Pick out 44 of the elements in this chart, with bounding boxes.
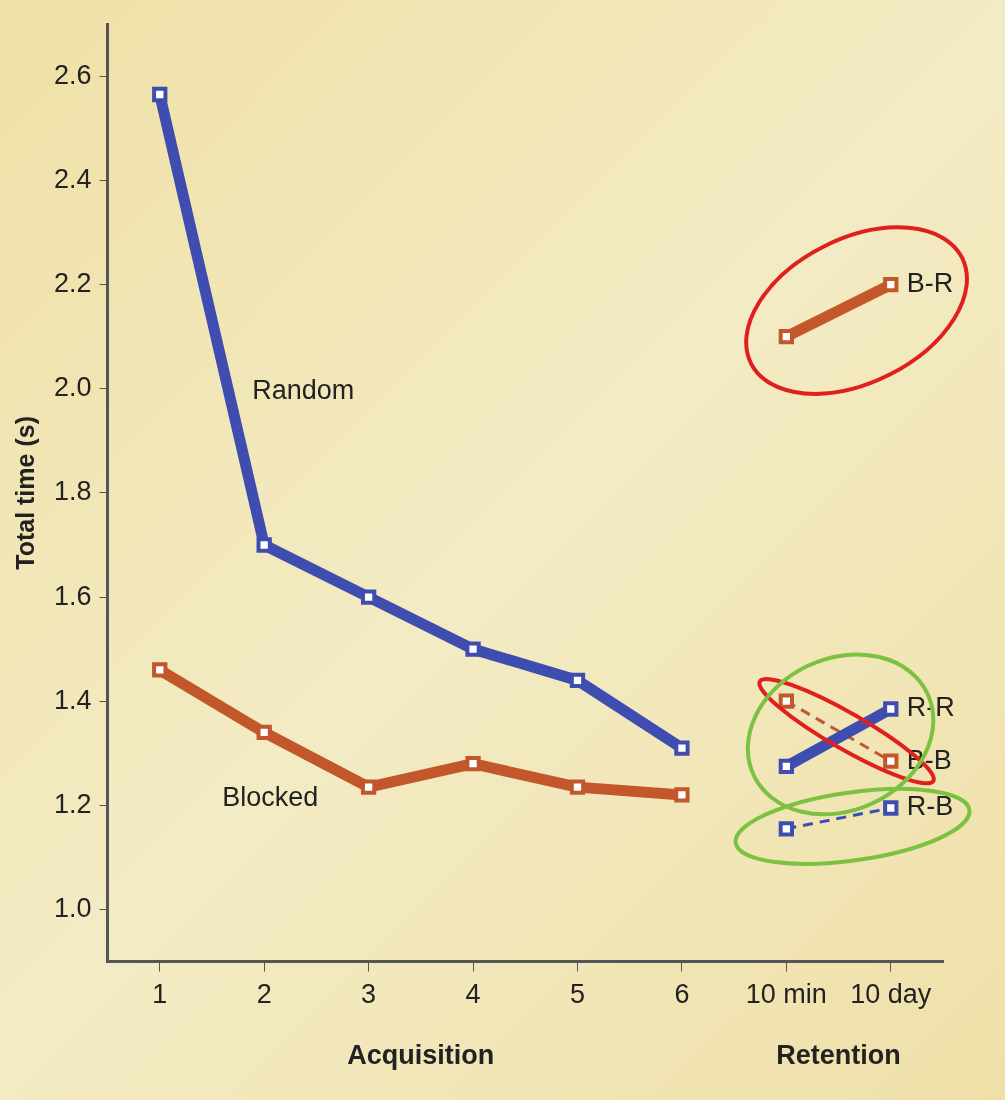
x-tick-label: 4 xyxy=(465,979,481,1010)
point xyxy=(569,779,586,795)
point xyxy=(674,787,690,803)
point xyxy=(465,756,481,772)
point xyxy=(778,329,795,345)
y-tick-label: 1.4 xyxy=(53,684,92,715)
point xyxy=(674,740,690,756)
series-label: Random xyxy=(252,375,355,406)
point xyxy=(883,701,899,717)
point xyxy=(569,672,586,689)
x-axis-title: Acquisition xyxy=(347,1040,495,1071)
y-tick-label: 2.2 xyxy=(53,268,92,299)
y-tick-label: 2.0 xyxy=(53,372,92,403)
x-tick-label: 5 xyxy=(569,979,585,1010)
y-tick-label: 2.6 xyxy=(53,59,92,90)
point xyxy=(778,693,795,709)
x-tick-label: 10 day xyxy=(850,979,932,1010)
series-label: Blocked xyxy=(222,781,319,812)
y-tick-label: 1.8 xyxy=(53,476,92,507)
point xyxy=(883,276,899,293)
point xyxy=(256,537,272,553)
x-tick-label: 2 xyxy=(256,979,272,1010)
y-tick-label: 1.6 xyxy=(53,580,92,611)
point xyxy=(152,86,168,103)
y-tick-label: 1.0 xyxy=(53,892,92,923)
y-axis-title: Total time (s) xyxy=(10,416,39,570)
point xyxy=(360,589,377,605)
point xyxy=(883,800,899,816)
x-tick-label: 1 xyxy=(152,979,168,1010)
x-tick-label: 6 xyxy=(674,979,690,1010)
y-tick-label: 1.2 xyxy=(53,788,92,819)
point xyxy=(883,753,899,769)
series-label: R-B xyxy=(906,791,954,822)
x-tick-label: 3 xyxy=(361,979,377,1010)
series-label: B-R xyxy=(906,268,954,299)
point xyxy=(256,724,272,741)
point xyxy=(360,779,377,795)
y-tick-label: 2.4 xyxy=(53,163,92,194)
text: Retention xyxy=(776,1040,901,1071)
point xyxy=(778,821,795,837)
x-tick-label: 10 min xyxy=(745,979,827,1010)
point xyxy=(778,758,795,774)
point xyxy=(152,662,168,678)
point xyxy=(465,641,481,657)
